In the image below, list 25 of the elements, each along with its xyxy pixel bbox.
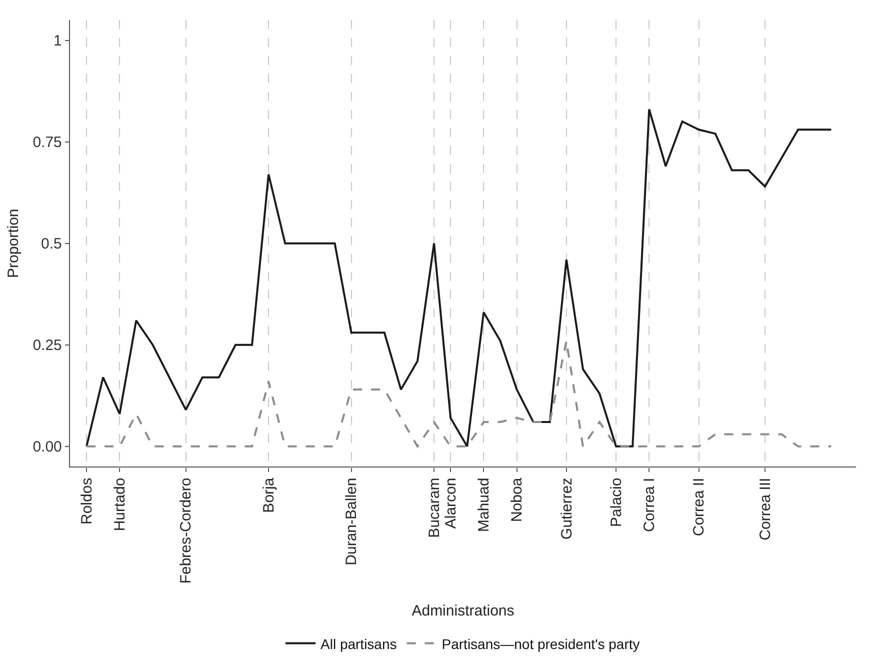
x-tick-label: Febres-Cordero (178, 478, 195, 584)
x-tick-label: Noboa (508, 477, 526, 522)
y-tick-label: 0.00 (32, 438, 62, 456)
y-tick-label: 0.25 (32, 337, 62, 354)
x-tick-label: Borja (260, 477, 278, 513)
x-tick-label: Correa III (756, 478, 774, 540)
x-tick-label: Bucaram (426, 478, 443, 538)
x-tick-label: Roldos (78, 478, 96, 524)
x-tick-label: Alarcon (442, 478, 460, 529)
x-tick-label: Mahuad (476, 478, 493, 532)
x-axis-title: Administrations (412, 602, 514, 620)
legend-label: Partisans—not president's party (442, 636, 640, 652)
y-tick-label: 0.5 (41, 236, 62, 253)
x-tick-label: Duran-Ballen (343, 478, 360, 566)
x-tick-label: Correa I (641, 478, 658, 532)
line-series (86, 108, 832, 448)
legend-label: All partisans (320, 636, 397, 652)
x-tick-label: Hurtado (112, 478, 129, 532)
x-tick-label: Gutierrez (558, 478, 576, 540)
line-series (86, 340, 832, 448)
x-tick-label: Correa II (690, 478, 708, 536)
x-tick-label: Palacio (608, 478, 625, 527)
y-axis-title: Proportion (4, 208, 22, 278)
y-tick-label: 0.75 (32, 134, 62, 152)
y-tick-label: 1 (54, 32, 62, 50)
